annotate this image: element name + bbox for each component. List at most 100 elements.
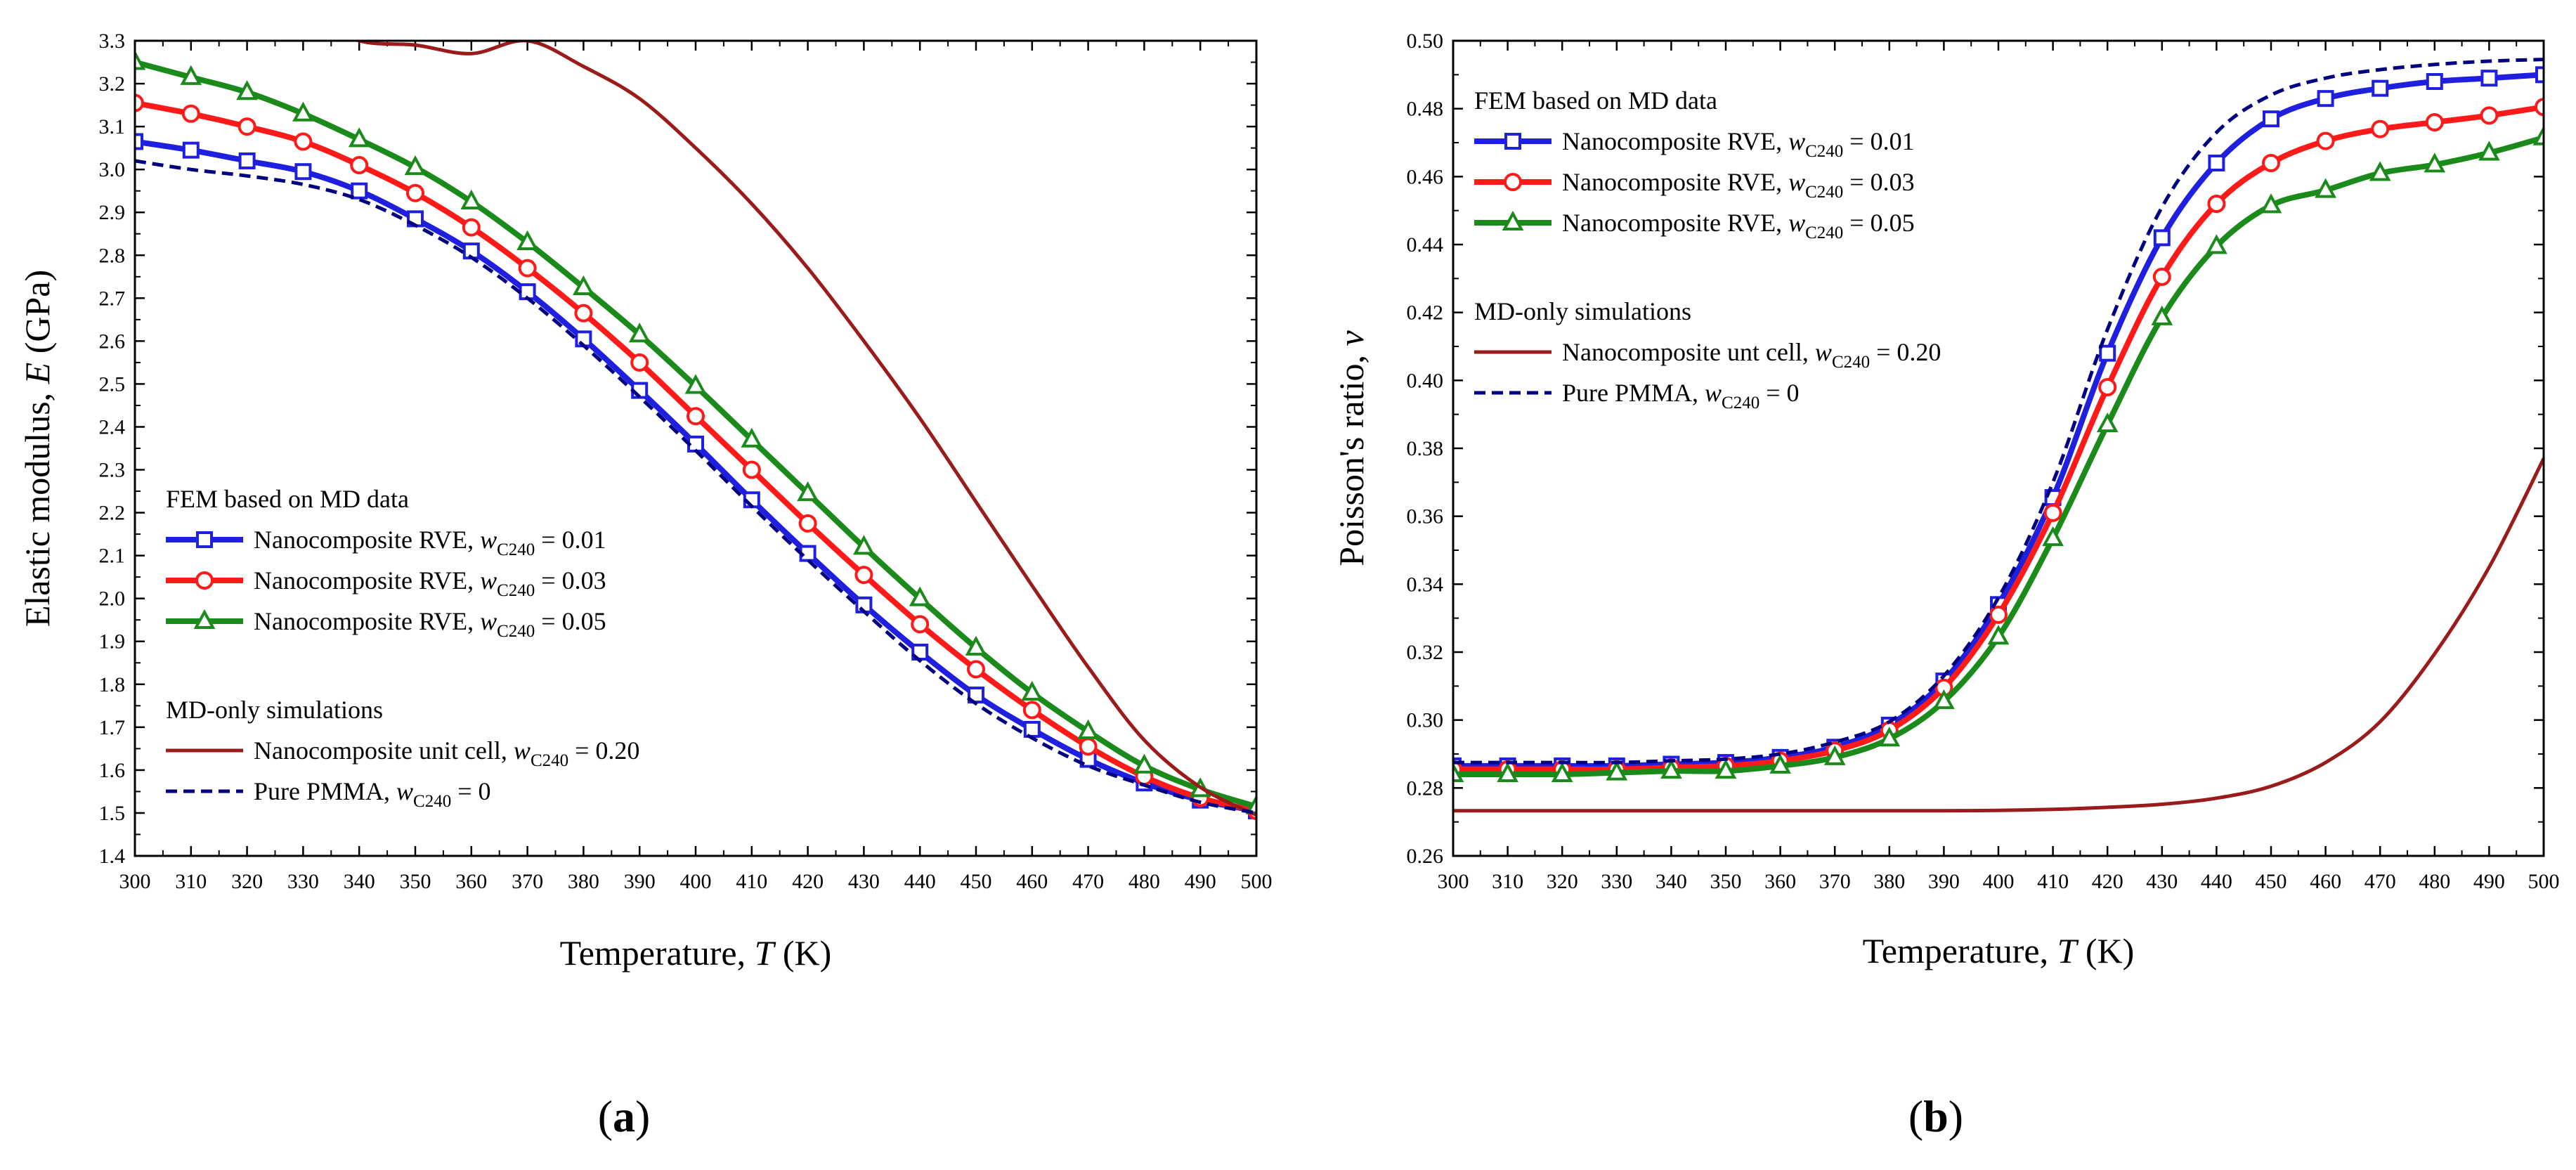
panel-a-xtick-label: 400 (680, 870, 712, 893)
panel-b-series-2-point (1933, 689, 1955, 710)
panel-b-series-2-point (2096, 412, 2119, 433)
panel-a-series-1-point (967, 660, 985, 679)
panel-b-x-axis-label-var: T (2057, 931, 2079, 970)
panel-a-series-1-point (574, 304, 593, 323)
panel-a-legend-entry: Nanocomposite RVE, wC240 = 0.01 (254, 526, 606, 559)
panel-a-series-2-point (573, 275, 594, 296)
panel-a: 300 310 320 330 340 350 360 370 380 390 400 410 420 4… (18, 30, 1273, 1141)
panel-b-xtick-label: 360 (1764, 870, 1796, 893)
panel-a-legend-entry-name: Pure PMMA, (254, 777, 396, 805)
panel-b-legend-entry: Nanocomposite RVE, wC240 = 0.03 (1562, 168, 1915, 202)
panel-a-series-2-point (180, 65, 202, 85)
panel-a-series-4 (135, 159, 1256, 815)
panel-b-legend-entry-var: w (1815, 338, 1832, 366)
panel-a-series-1-point (135, 93, 144, 112)
panel-a-x-axis-label-text: Temperature, (560, 933, 755, 973)
panel-b-series-1-point (1989, 605, 2008, 624)
panel-a-series-2-point (965, 635, 987, 656)
panel-b-series-2-point (1497, 762, 1518, 782)
panel-b-series-0-point (2263, 110, 2279, 128)
panel-b-series-2-point (1987, 625, 2010, 645)
panel-b-series-1-point (2480, 106, 2499, 125)
panel-b-legend-entry-name: Nanocomposite RVE, (1562, 209, 1788, 237)
panel-a-legend-entry-sub: C240 (497, 581, 535, 600)
panel-a-series-2-point (236, 80, 258, 100)
panel-a-series-2-point (853, 535, 875, 555)
panel-b-letter: b (1923, 1091, 1949, 1141)
panel-b-series-2-point (2042, 526, 2064, 547)
panel-b-xtick-label: 470 (2364, 870, 2396, 893)
panel-a-xtick-label: 450 (961, 870, 992, 893)
panel-a-legend-entry-var: w (480, 526, 497, 554)
panel-b-xtick-label: 460 (2310, 870, 2341, 893)
panel-b-series-2-point (2478, 141, 2500, 161)
panel-b-legend-entry-eq: = 0.20 (1870, 338, 1941, 366)
panel-b-legend-entry: Nanocomposite unt cell, wC240 = 0.20 (1562, 338, 1941, 372)
panel-a-series-2-point (797, 481, 819, 502)
panel-b-legend-entry-name: Pure PMMA, (1562, 379, 1705, 407)
panel-a-series-1-point (294, 132, 313, 151)
panel-a-xtick-label: 500 (1241, 870, 1273, 893)
panel-b-series-3 (1453, 457, 2544, 813)
panel-a-x-axis-label-var: T (755, 933, 776, 973)
panel-a-plot-frame (134, 39, 1258, 857)
panel-a-ytick-label: 1.6 (99, 759, 126, 782)
panel-b-plot: 300 310 320 330 340 350 360 370 380 390 400 410 420 4… (1332, 30, 2560, 970)
panel-b-series-1-point (2262, 154, 2280, 172)
panel-a-xtick-label: 360 (455, 870, 487, 893)
panel-b-series-0-point (2208, 155, 2225, 171)
panel-a-series-group (135, 41, 1256, 820)
panel-a-legend-entry-sub: C240 (413, 792, 451, 811)
panel-b-legend-marker (1504, 133, 1521, 150)
panel-b-series-2-point (2260, 193, 2282, 214)
panel-b-series-2-point (1823, 745, 1846, 765)
panel-b-series-0-point (2426, 73, 2443, 90)
panel-a-xtick-label: 460 (1016, 870, 1048, 893)
panel-b-legend-entry-var: w (1788, 168, 1805, 196)
panel-a-ytick-label: 2.6 (99, 330, 126, 353)
panel-b-legend-entry: Pure PMMA, wC240 = 0 (1562, 379, 1800, 412)
panel-a-ytick-label: 3.2 (99, 72, 126, 96)
panel-a-plot: 300 310 320 330 340 350 360 370 380 390 400 410 420 4… (18, 30, 1273, 973)
panel-b-legend-entry-sub: C240 (1722, 394, 1759, 412)
panel-b-series-2-point (2424, 152, 2446, 173)
panel-b-series-2-point (2315, 178, 2336, 198)
panel-a-ytick-label: 3.3 (99, 30, 126, 53)
panel-b-series-2-point (1606, 760, 1628, 781)
panel-a-legend-entry-var: w (396, 777, 413, 805)
panel-b-series-group (1453, 58, 2544, 813)
panel-b-series-0-point (2372, 79, 2389, 97)
panel-b-legend-entry: Nanocomposite RVE, wC240 = 0.01 (1562, 127, 1915, 161)
panel-a-legend-entry-name: Nanocomposite unit cell, (254, 736, 514, 765)
panel-a-series-0-point (294, 163, 312, 181)
panel-a-series-0-point (182, 141, 200, 159)
panel-a-series-2-point (516, 230, 538, 250)
panel-a-legend: FEM based on MD data Nanocomposite RVE, w… (166, 485, 639, 811)
panel-a-legend-marker (196, 531, 213, 548)
panel-b-xtick-label: 410 (2037, 870, 2069, 893)
panel-a-xtick-label: 420 (792, 870, 824, 893)
panel-a-series-1-point (742, 460, 761, 479)
panel-a-ytick-label: 2.0 (99, 587, 126, 611)
panel-a-legend-entry-eq: = 0.03 (535, 566, 606, 594)
panel-a-series-0-point (238, 152, 256, 169)
panel-b-xtick-label: 320 (1547, 870, 1578, 893)
panel-a-ytick-label: 1.7 (99, 716, 126, 739)
panel-a-ytick-label: 2.5 (99, 372, 126, 396)
panel-a-xtick-label: 430 (848, 870, 880, 893)
panel-b-x-axis-label-unit: (K) (2076, 931, 2134, 970)
panel-b-legend-entry-name: Nanocomposite RVE, (1562, 127, 1788, 155)
panel-b-xtick-label: 440 (2201, 870, 2232, 893)
panel-b-xtick-label: 390 (1928, 870, 1960, 893)
panel-b-legend-entry-var: w (1788, 209, 1805, 237)
panel-a-xtick-label: 410 (736, 870, 767, 893)
panel-a-series-1-point (630, 353, 649, 372)
panel-a-legend-entry-var: w (480, 566, 497, 594)
panel-a-series-1 (135, 93, 1256, 820)
panel-b-xtick-label: 350 (1710, 870, 1742, 893)
panel-a-legend-entry: Nanocomposite unit cell, wC240 = 0.20 (254, 736, 639, 770)
panel-a-series-1-point (518, 259, 537, 278)
panel-b-series-2-point (2532, 125, 2544, 145)
panel-b-series-1-point (2207, 195, 2226, 213)
panel-a-series-0-point (351, 182, 368, 200)
